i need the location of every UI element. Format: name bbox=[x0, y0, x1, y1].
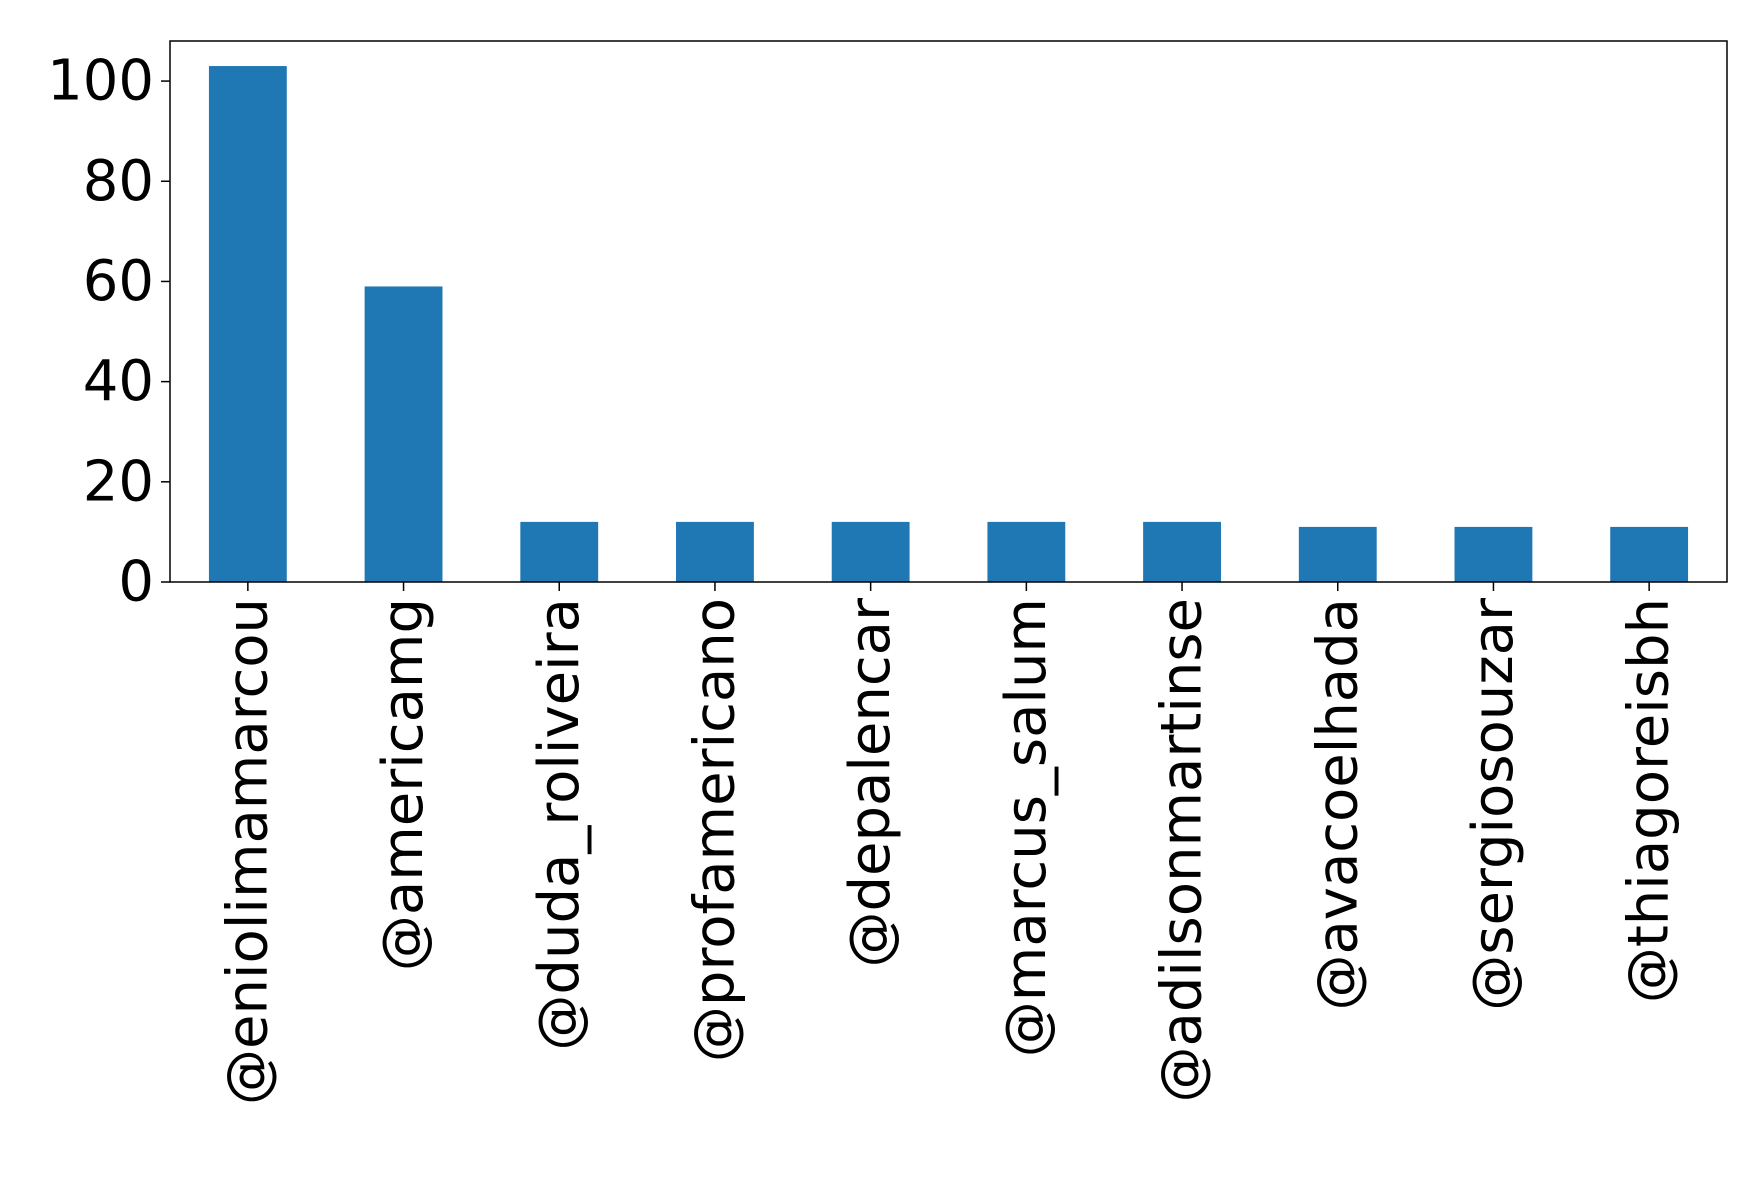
x-tick-label-8: @sergiosouzar bbox=[1461, 597, 1526, 1011]
y-tick-label-0: 0 bbox=[118, 550, 154, 615]
bar-5 bbox=[987, 521, 1066, 582]
y-tick-label-2: 40 bbox=[83, 349, 154, 414]
bar-4 bbox=[831, 521, 910, 582]
bar-7 bbox=[1298, 526, 1377, 582]
y-tick-label-1: 20 bbox=[83, 449, 154, 514]
axes-layer bbox=[169, 40, 1728, 583]
x-tick-label-4: @depalencar bbox=[838, 597, 903, 967]
x-tick-label-6: @adilsonmartinse bbox=[1150, 598, 1215, 1102]
y-axis: 0 20 40 60 80 100 bbox=[47, 49, 170, 615]
x-tick-label-7: @avacoelhada bbox=[1305, 598, 1370, 1011]
y-tick-label-5: 100 bbox=[47, 49, 154, 114]
x-axis: @eniolimamarcou @americamg @duda_roliveira… bbox=[215, 582, 1682, 1105]
x-tick-label-0: @eniolimamarcou bbox=[215, 598, 280, 1105]
bar-6 bbox=[1143, 521, 1221, 582]
bars-layer bbox=[208, 66, 1689, 583]
bar-8 bbox=[1454, 526, 1533, 582]
bar-2 bbox=[520, 521, 599, 582]
y-tick-label-4: 80 bbox=[83, 149, 154, 214]
plot-frame bbox=[169, 40, 1728, 583]
bar-9 bbox=[1610, 526, 1689, 582]
x-tick-label-1: @americamg bbox=[371, 598, 436, 971]
bar-0 bbox=[208, 66, 287, 583]
x-tick-label-3: @profamericano bbox=[682, 598, 747, 1062]
y-tick-label-3: 60 bbox=[83, 249, 154, 314]
x-tick-label-5: @marcus_salum bbox=[994, 598, 1059, 1057]
x-tick-label-2: @duda_roliveira bbox=[527, 598, 592, 1051]
bar-1 bbox=[364, 286, 443, 582]
bar-3 bbox=[676, 521, 754, 582]
x-tick-label-9: @thiagoreisbh bbox=[1617, 598, 1682, 1003]
